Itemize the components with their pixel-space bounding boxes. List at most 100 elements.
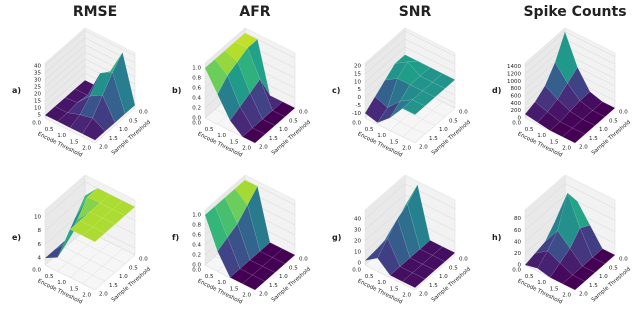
y-tick-label: 1.0	[119, 274, 128, 280]
x-tick-label: 2.0	[82, 293, 91, 299]
x-tick-label: 1.5	[70, 286, 79, 292]
surface-patch	[562, 127, 586, 144]
panel-label: e)	[12, 233, 21, 242]
x-tick-label: 0.5	[45, 274, 54, 280]
z-tick-label: 40	[34, 63, 41, 69]
z-tick-label: 15	[354, 72, 361, 78]
chart-title: Spike Counts	[523, 4, 626, 20]
z-tick-label: 600	[511, 94, 522, 100]
grid-line	[364, 46, 456, 83]
x-tick-label: 1.0	[537, 280, 546, 286]
z-tick-label: 20	[354, 238, 361, 244]
x-tick-label: 0.5	[525, 274, 534, 280]
x-tick-label: 1.0	[57, 280, 66, 286]
z-tick-label: 0.8	[192, 76, 201, 82]
y-tick-label: 0.5	[289, 265, 298, 271]
z-tick-label: 0.4	[192, 243, 201, 249]
z-tick-label: 0.0	[192, 116, 201, 122]
z-tick-label: 60	[514, 228, 521, 234]
panel: 0102030400.00.51.01.52.00.00.51.01.52.0E…	[332, 174, 472, 306]
y-tick-label: 1.0	[279, 127, 288, 133]
x-tick-label: 0.5	[205, 274, 214, 280]
z-tick-label: -10	[352, 111, 361, 117]
grid-line	[364, 194, 456, 230]
x-tick-label: 0.5	[45, 127, 54, 133]
panel-label: b)	[172, 86, 181, 95]
z-tick-label: 0	[518, 116, 522, 122]
z-tick-label: 80	[514, 216, 521, 222]
z-tick-label: 40	[514, 239, 521, 245]
panel: 0.00.20.40.60.81.00.00.51.01.52.00.00.51…	[172, 174, 312, 306]
y-tick-label: 2.0	[579, 145, 588, 151]
surface-patch	[562, 274, 586, 291]
grid-line	[64, 247, 116, 273]
panel: 0204060800.00.51.01.52.00.00.51.01.52.0E…	[492, 174, 632, 306]
y-tick-label: 1.5	[269, 136, 278, 142]
x-tick-label: 0.5	[205, 127, 214, 133]
x-tick-label: 0.0	[32, 121, 41, 127]
z-tick-label: 8	[38, 228, 42, 234]
x-tick-label: 2.0	[562, 146, 571, 152]
grid-line	[54, 256, 106, 282]
x-tick-label: 0.0	[512, 268, 521, 274]
y-tick-label: 0.5	[129, 118, 138, 124]
chart-title: SNR	[399, 4, 432, 20]
y-tick-label: 2.0	[99, 145, 108, 151]
x-tick-label: 2.0	[82, 146, 91, 152]
y-tick-label: 0.5	[449, 118, 458, 124]
grid-line	[364, 264, 416, 291]
panel-label: f)	[172, 233, 179, 242]
y-tick-label: 2.0	[259, 292, 268, 298]
x-tick-label: 0.0	[512, 121, 521, 127]
z-tick-label: 0.4	[192, 96, 201, 102]
y-tick-label: 0.0	[619, 110, 628, 116]
y-tick-label: 1.5	[429, 136, 438, 142]
panel: 468100.00.51.01.52.00.00.51.01.52.0Encod…	[12, 174, 152, 306]
z-tick-label: 15	[34, 99, 41, 105]
x-tick-label: 1.0	[217, 280, 226, 286]
z-tick-label: 0.2	[192, 106, 201, 112]
panel-label: h)	[492, 233, 501, 242]
y-tick-label: 1.0	[439, 274, 448, 280]
x-tick-label: 2.0	[402, 146, 411, 152]
x-tick-label: 1.5	[550, 139, 559, 145]
x-tick-label: 0.5	[365, 127, 374, 133]
x-tick-label: 1.0	[57, 133, 66, 139]
surface-patch	[82, 226, 106, 243]
surface-patch	[242, 127, 266, 144]
y-tick-label: 0.0	[299, 110, 308, 116]
y-tick-label: 0.5	[449, 265, 458, 271]
surface-patch	[402, 99, 426, 115]
z-tick-label: 0	[358, 260, 362, 266]
panel: 0.00.20.40.60.81.00.00.51.01.52.00.00.51…	[172, 4, 312, 159]
y-tick-label: 0.5	[289, 118, 298, 124]
x-tick-label: 1.0	[537, 133, 546, 139]
y-tick-label: 0.5	[609, 265, 618, 271]
z-tick-label: 6	[38, 242, 42, 248]
y-tick-label: 1.5	[109, 283, 118, 289]
x-tick-label: 1.0	[377, 280, 386, 286]
y-tick-label: 0.5	[609, 118, 618, 124]
z-tick-label: -5	[356, 103, 362, 109]
z-tick-label: 40	[354, 216, 361, 222]
z-tick-label: 1400	[507, 64, 521, 70]
y-tick-label: 0.0	[139, 110, 148, 116]
x-tick-label: 2.0	[562, 293, 571, 299]
y-tick-label: 2.0	[99, 292, 108, 298]
y-tick-label: 1.0	[599, 127, 608, 133]
panel-label: a)	[12, 86, 21, 95]
y-tick-label: 2.0	[419, 145, 428, 151]
y-tick-label: 1.5	[109, 136, 118, 142]
z-tick-label: 1.0	[192, 66, 201, 72]
x-tick-label: 1.5	[230, 286, 239, 292]
z-tick-label: 0.8	[192, 223, 201, 229]
x-tick-label: 0.0	[352, 121, 361, 127]
z-tick-label: 5	[358, 87, 362, 93]
z-tick-label: 0	[518, 263, 522, 269]
y-tick-label: 2.0	[419, 292, 428, 298]
y-tick-label: 1.5	[589, 283, 598, 289]
grid-line	[74, 238, 126, 264]
x-tick-label: 1.5	[550, 286, 559, 292]
z-tick-label: 400	[511, 101, 522, 107]
y-tick-label: 0.0	[459, 110, 468, 116]
